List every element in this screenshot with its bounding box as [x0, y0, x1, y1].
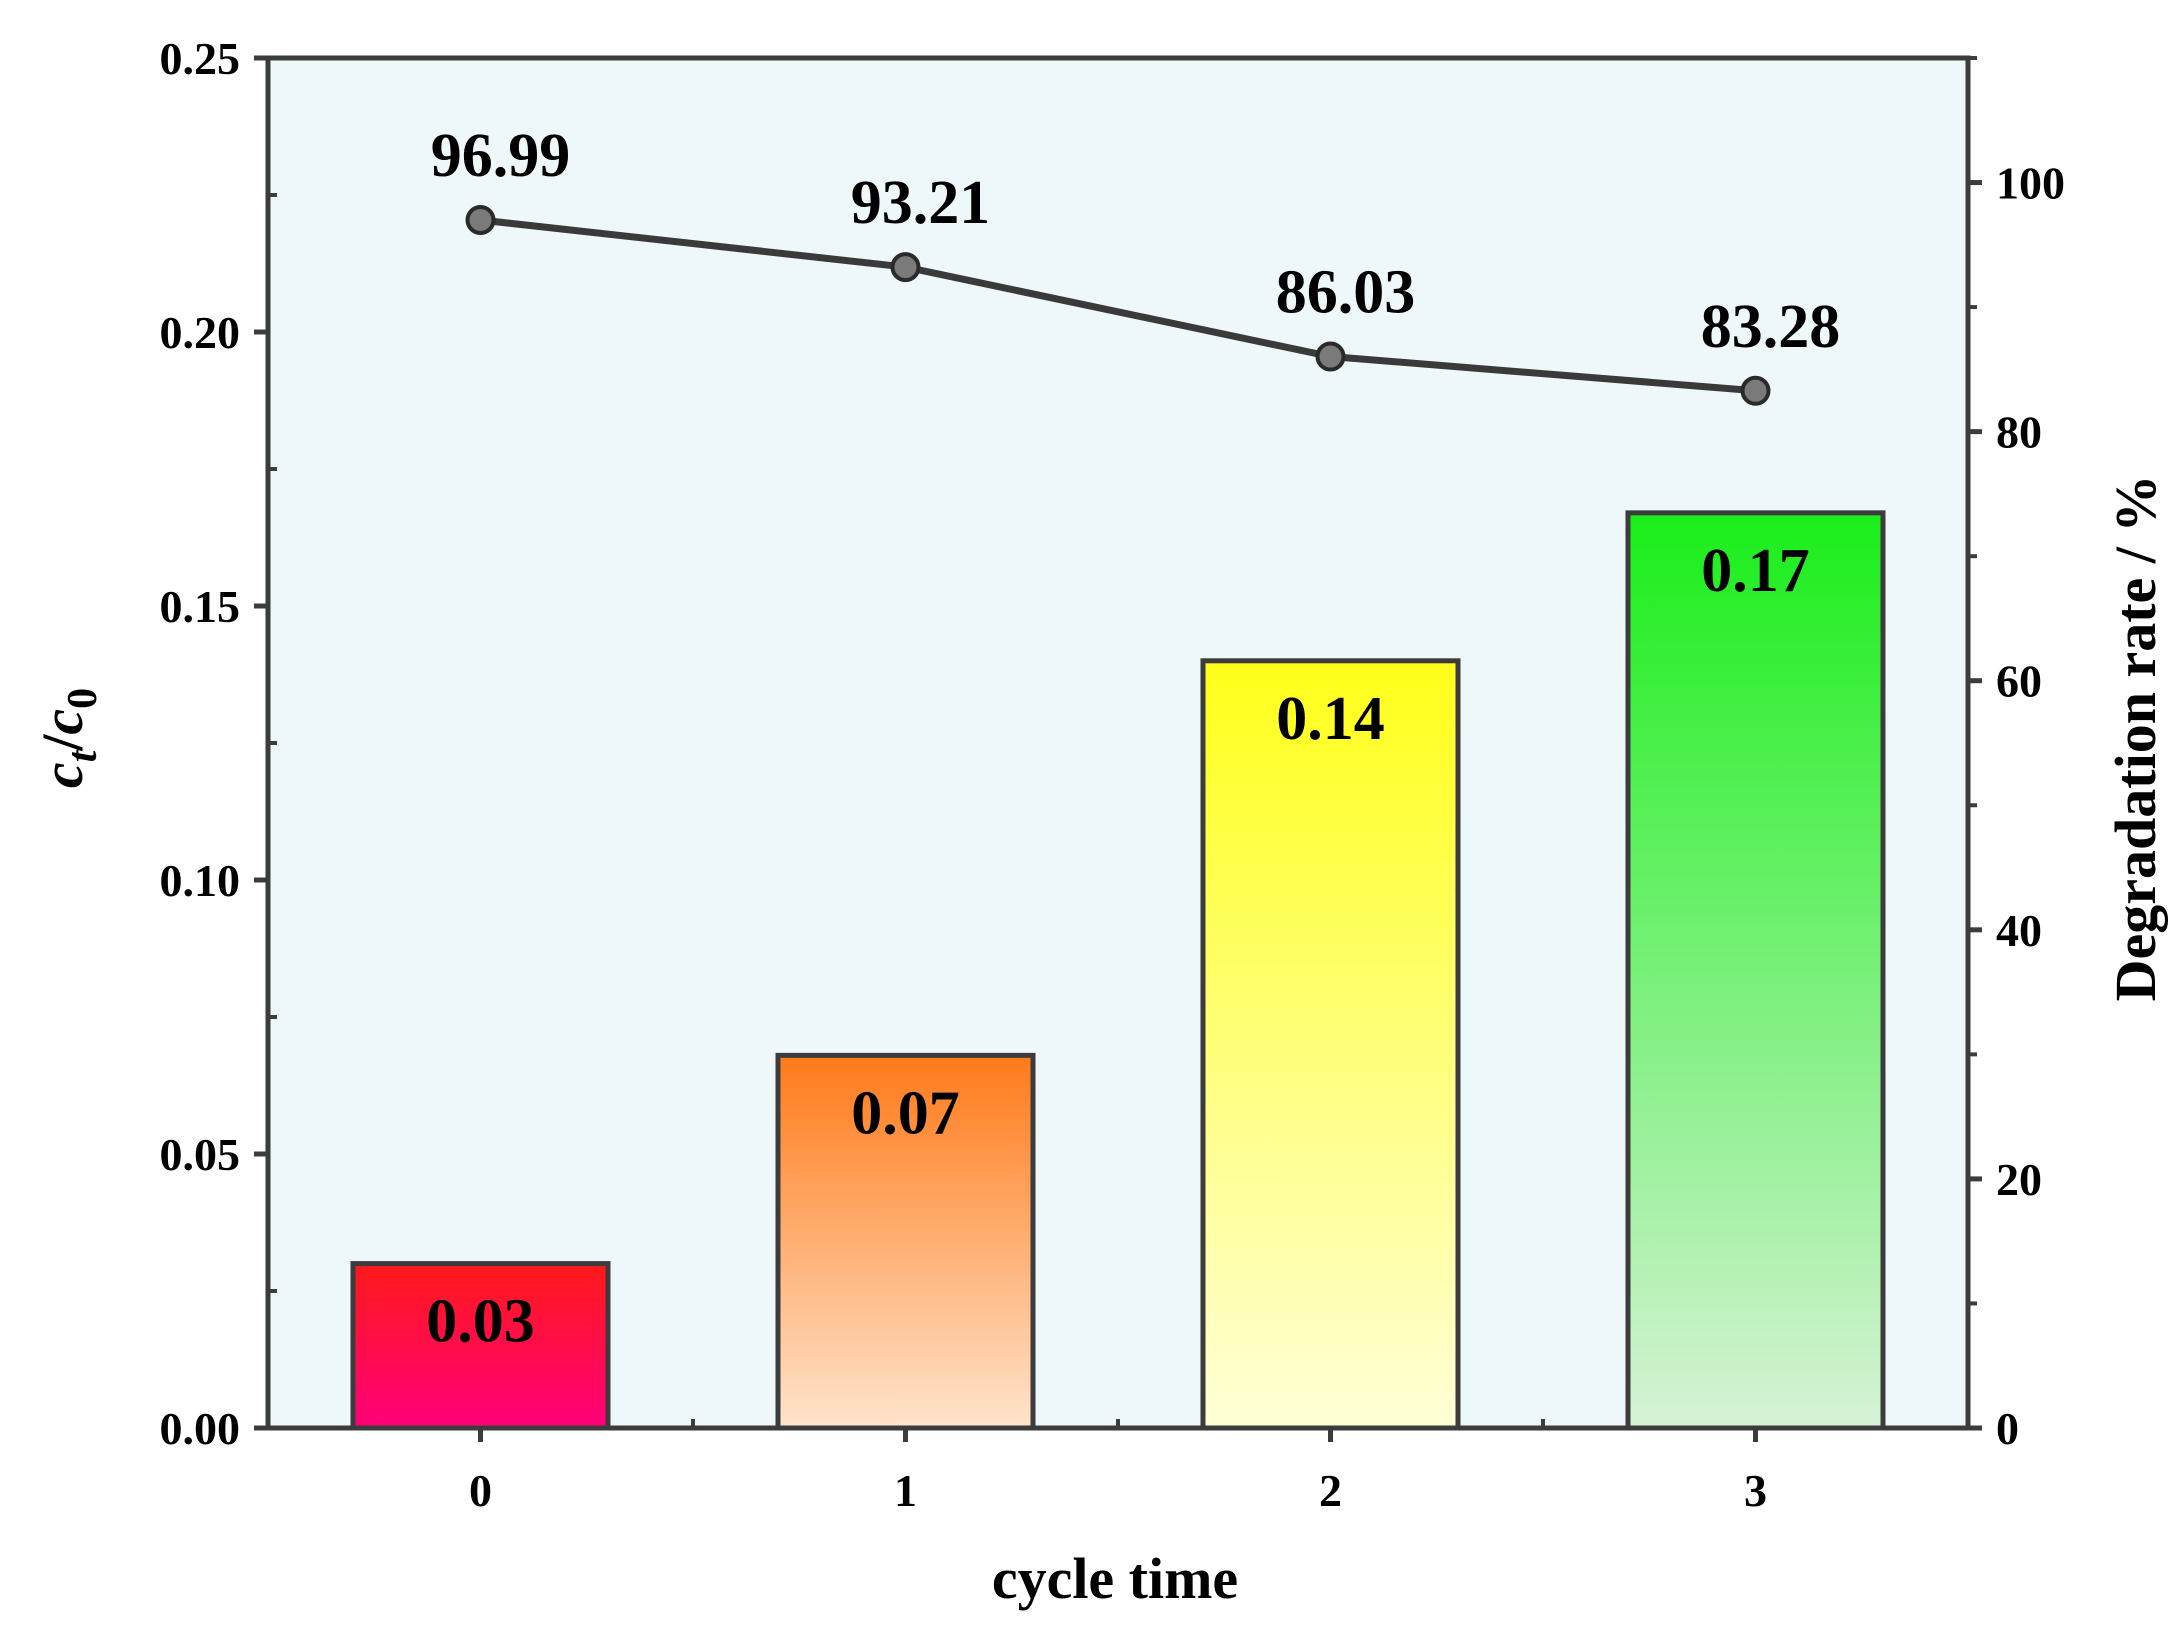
y-axis-title-c2: c — [30, 709, 95, 735]
degradation-label-2: 86.03 — [1276, 259, 1416, 327]
y-tick-label: 0.05 — [160, 1129, 241, 1180]
x-tick-label: 1 — [894, 1465, 917, 1516]
degradation-point-0 — [465, 205, 496, 236]
x-tick-label: 0 — [469, 1465, 492, 1516]
y-axis-title-sub-t: t — [60, 749, 106, 762]
y-axis-title-slash: / — [30, 734, 95, 752]
y-tick-label: 0.15 — [160, 581, 241, 632]
bar-label-cycle-1: 0.07 — [851, 1079, 960, 1147]
bars-layer: 0.03 0.07 0.14 0.17 — [350, 510, 1886, 1431]
degradation-line — [480, 216, 1756, 395]
y-tick-label: 0.10 — [160, 855, 241, 906]
x-tick-label: 2 — [1319, 1465, 1342, 1516]
y-tick-label: 0.20 — [160, 307, 241, 358]
y2-tick-label: 80 — [1996, 407, 2042, 458]
degradation-label-1: 93.21 — [851, 169, 991, 237]
line-layer: 96.99 93.21 86.03 83.28 — [431, 122, 1841, 406]
y2-tick-label: 20 — [1996, 1154, 2042, 1205]
degradation-point-3 — [1740, 375, 1771, 406]
bar-cycle-0 — [350, 1261, 611, 1431]
degradation-label-3: 83.28 — [1701, 293, 1841, 361]
bar-label-cycle-2: 0.14 — [1276, 685, 1385, 753]
y2-tick-label: 0 — [1996, 1403, 2019, 1454]
degradation-point-1 — [890, 252, 921, 283]
x-tick-label: 3 — [1744, 1465, 1767, 1516]
bar-cycle-3 — [1625, 510, 1886, 1431]
y2-tick-label: 40 — [1996, 905, 2042, 956]
degradation-point-2 — [1315, 341, 1346, 372]
degradation-label-0: 96.99 — [431, 122, 571, 190]
y-tick-label: 0.00 — [160, 1403, 241, 1454]
y2-axis-title: Degradation rate / % — [2103, 475, 2168, 1002]
y-axis-title-sub-0: 0 — [60, 688, 106, 709]
y-tick-label: 0.25 — [160, 33, 241, 84]
y2-tick-label: 60 — [1996, 656, 2042, 707]
x-axis-title: cycle time — [992, 1546, 1238, 1611]
bar-label-cycle-0: 0.03 — [426, 1288, 535, 1356]
bar-label-cycle-3: 0.17 — [1701, 537, 1810, 605]
y-axis-title: ct/c0 — [30, 688, 106, 788]
y2-tick-label: 100 — [1996, 158, 2065, 209]
axes-layer: 0.00 0.05 0.10 0.15 0.20 0.25 0 20 40 60 80 100 0 1 2 3 — [160, 33, 2066, 1516]
bar-cycle-2 — [1200, 658, 1461, 1431]
bar-cycle-1 — [775, 1052, 1036, 1431]
y-axis-title-c: c — [30, 762, 95, 788]
